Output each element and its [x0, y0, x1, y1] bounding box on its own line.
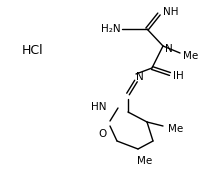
Text: HN: HN [92, 102, 107, 112]
Text: Me: Me [137, 156, 153, 166]
Text: Me: Me [183, 51, 198, 61]
Text: N: N [136, 72, 144, 82]
Text: IH: IH [173, 71, 184, 81]
Text: NH: NH [163, 7, 178, 17]
Text: O: O [99, 129, 107, 139]
Text: HCl: HCl [22, 45, 44, 57]
Text: H₂N: H₂N [101, 24, 121, 34]
Text: N: N [165, 44, 173, 54]
Text: Me: Me [168, 124, 183, 134]
